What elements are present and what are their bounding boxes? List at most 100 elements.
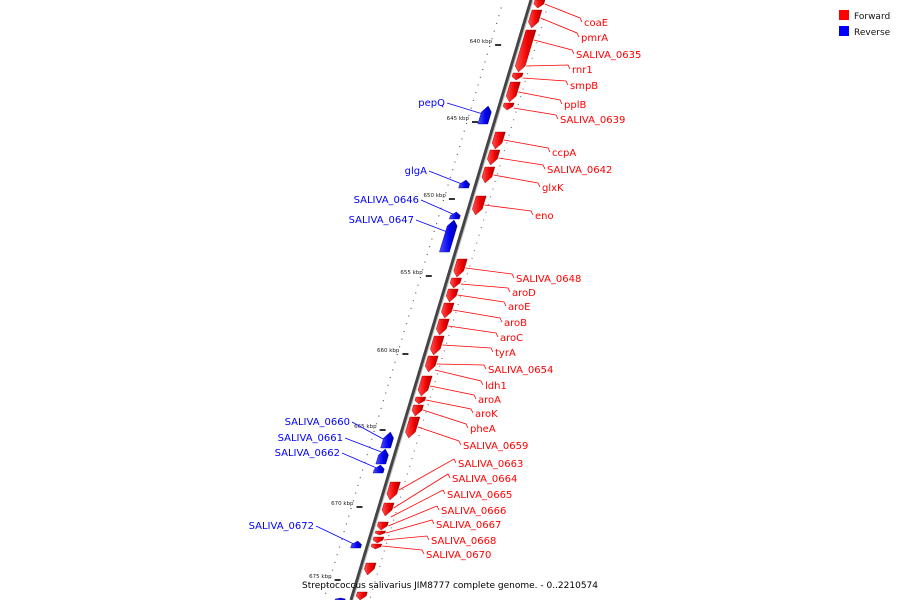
forward-gene[interactable]: [453, 258, 468, 278]
forward-gene[interactable]: [436, 318, 450, 336]
reverse-gene[interactable]: [477, 105, 492, 125]
leader-line: [385, 519, 435, 534]
forward-gene-label[interactable]: aroA: [478, 395, 501, 406]
reverse-gene-label[interactable]: pepQ: [418, 98, 445, 109]
forward-gene[interactable]: [430, 335, 445, 356]
forward-gene-label[interactable]: aroB: [504, 318, 527, 329]
forward-gene[interactable]: [364, 562, 377, 576]
reverse-gene[interactable]: [439, 219, 458, 253]
forward-gene[interactable]: [505, 81, 521, 103]
forward-gene[interactable]: [417, 375, 433, 397]
reverse-gene[interactable]: [372, 464, 385, 474]
forward-gene[interactable]: [481, 166, 496, 184]
forward-gene[interactable]: [372, 536, 385, 544]
forward-gene[interactable]: [487, 149, 501, 166]
forward-gene-label[interactable]: aroC: [500, 333, 523, 344]
leader-line: [434, 369, 484, 386]
reverse-gene[interactable]: [449, 211, 461, 220]
forward-gene-label[interactable]: pmrA: [581, 33, 608, 44]
forward-gene-label[interactable]: ldh1: [485, 381, 507, 392]
forward-gene[interactable]: [424, 355, 439, 373]
forward-gene-label[interactable]: tyrA: [495, 348, 516, 359]
forward-gene[interactable]: [370, 543, 383, 550]
leader-line: [498, 157, 546, 170]
forward-gene-label[interactable]: smpB: [570, 81, 598, 92]
label-leaders: [315, 3, 583, 555]
forward-gene[interactable]: [355, 591, 368, 601]
forward-gene-label[interactable]: SALIVA_0635: [576, 50, 641, 61]
leader-line: [383, 535, 430, 541]
reverse-gene-label[interactable]: SALIVA_0661: [278, 433, 343, 444]
leader-line: [420, 199, 453, 215]
leader-line: [544, 3, 583, 23]
forward-gene[interactable]: [386, 481, 401, 501]
forward-gene-label[interactable]: aroD: [512, 288, 536, 299]
forward-gene[interactable]: [411, 404, 424, 417]
forward-gene-label[interactable]: SALIVA_0668: [431, 536, 496, 547]
forward-gene-label[interactable]: pplB: [564, 100, 586, 111]
leader-line: [422, 409, 469, 429]
leader-line: [417, 426, 462, 446]
forward-gene[interactable]: [374, 530, 386, 536]
forward-gene-label[interactable]: aroE: [508, 302, 530, 313]
forward-gene[interactable]: [514, 29, 537, 73]
forward-gene[interactable]: [405, 416, 421, 439]
forward-gene-label[interactable]: aroK: [475, 409, 498, 420]
forward-gene-label[interactable]: eno: [535, 211, 554, 222]
forward-gene-label[interactable]: SALIVA_0639: [560, 115, 625, 126]
reverse-gene[interactable]: [380, 431, 394, 449]
forward-gene-label[interactable]: pheA: [470, 424, 496, 435]
map-caption: Streptococcus salivarius JIM8777 complet…: [302, 581, 598, 591]
forward-gene[interactable]: [376, 521, 389, 531]
forward-gene[interactable]: [381, 502, 395, 517]
reverse-gene-label[interactable]: SALIVA_0672: [249, 521, 314, 532]
reverse-gene-label[interactable]: SALIVA_0660: [285, 417, 350, 428]
reverse-gene[interactable]: [458, 179, 471, 189]
forward-gene-label[interactable]: rnr1: [572, 65, 593, 76]
legend: Forward Reverse: [839, 10, 891, 38]
legend-reverse-swatch: [839, 26, 849, 36]
leader-line: [344, 437, 382, 453]
forward-gene[interactable]: [445, 288, 459, 303]
forward-gene-label[interactable]: SALIVA_0670: [426, 550, 491, 561]
minor-ticks: [325, 7, 547, 598]
forward-gene[interactable]: [441, 302, 455, 319]
leader-line: [398, 458, 457, 491]
reverse-gene-label[interactable]: SALIVA_0647: [349, 215, 414, 226]
forward-gene[interactable]: [449, 277, 462, 289]
genome-backbone-highlight: [352, 0, 534, 601]
forward-gene[interactable]: [528, 9, 543, 29]
forward-gene-label[interactable]: ccpA: [552, 148, 576, 159]
forward-gene-label[interactable]: SALIVA_0659: [463, 441, 528, 452]
reverse-gene-label[interactable]: SALIVA_0662: [275, 448, 340, 459]
forward-gene[interactable]: [511, 72, 524, 81]
forward-gene[interactable]: [414, 396, 427, 405]
forward-gene-label[interactable]: SALIVA_0663: [458, 459, 523, 470]
leader-line: [436, 363, 487, 370]
tick-label: 645 kbp: [447, 116, 470, 122]
forward-gene[interactable]: [491, 131, 506, 150]
reverse-gene-label[interactable]: glgA: [405, 166, 427, 177]
leader-line: [533, 39, 575, 55]
reverse-gene-label[interactable]: SALIVA_0646: [354, 195, 419, 206]
forward-gene[interactable]: [502, 102, 515, 111]
forward-gene-label[interactable]: SALIVA_0665: [447, 490, 512, 501]
forward-gene-label[interactable]: SALIVA_0642: [547, 165, 612, 176]
forward-gene[interactable]: [533, 0, 546, 9]
legend-reverse-label: Reverse: [854, 28, 891, 38]
reverse-gene[interactable]: [350, 540, 362, 549]
leader-line: [465, 267, 515, 279]
forward-gene-label[interactable]: SALIVA_0666: [441, 506, 506, 517]
leader-line: [503, 139, 551, 153]
forward-gene-label[interactable]: glxK: [542, 183, 564, 194]
reverse-gene[interactable]: [375, 448, 389, 465]
forward-gene-label[interactable]: coaE: [584, 18, 608, 29]
forward-gene-label[interactable]: SALIVA_0664: [452, 474, 517, 485]
leader-line: [446, 102, 483, 115]
forward-gene-label[interactable]: SALIVA_0648: [516, 274, 581, 285]
forward-gene-label[interactable]: SALIVA_0654: [488, 365, 553, 376]
legend-forward-swatch: [839, 10, 849, 20]
forward-gene[interactable]: [472, 195, 487, 216]
forward-gene-label[interactable]: SALIVA_0667: [436, 520, 501, 531]
